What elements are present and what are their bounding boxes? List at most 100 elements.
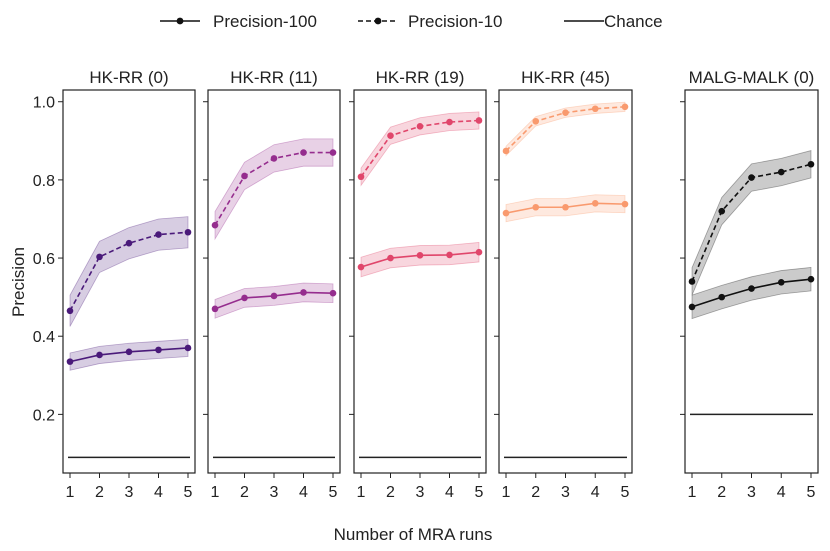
p10-point [748,174,755,181]
x-tick-label: 3 [125,484,134,501]
p100-point [357,263,365,271]
x-tick-label: 4 [591,484,600,501]
p10-point [446,118,453,126]
p100-point [532,203,540,211]
p10-point [777,168,785,176]
x-tick-label: 5 [621,484,630,501]
p100-point [416,252,424,259]
x-tick-label: 3 [270,484,279,501]
x-tick-label: 1 [502,484,511,501]
x-tick-label: 2 [386,484,395,501]
x-tick-label: 1 [66,484,75,501]
legend-marker [176,17,184,25]
p10-point [807,160,815,168]
p100-point [184,344,192,352]
x-tick-label: 4 [299,484,308,501]
p100-point [66,358,74,365]
p100-point [155,346,162,354]
x-tick-label: 4 [777,484,786,501]
x-tick-label: 4 [445,484,454,501]
p100-point [475,248,483,256]
x-tick-label: 5 [807,484,816,501]
legend-item: Chance [564,12,663,31]
p100-point [562,203,569,211]
p10-point [621,103,629,111]
p100-point [211,305,219,313]
x-tick-label: 3 [561,484,570,501]
x-tick-label: 2 [531,484,540,501]
x-tick-label: 5 [329,484,338,501]
p10-point [416,123,424,130]
x-tick-label: 4 [154,484,163,501]
p10-band [214,138,334,241]
p10-point [532,117,540,125]
p100-point [688,303,696,311]
p10-point [688,278,696,285]
p10-point [66,307,74,315]
panel-frame [353,89,487,474]
p100-point [270,292,278,300]
p100-point [329,289,337,297]
p10-point [329,149,337,156]
x-tick-label: 5 [184,484,193,501]
x-tick-label: 1 [357,484,366,501]
legend-label: Precision-100 [213,12,317,31]
p10-point [475,117,483,124]
p100-point [777,278,785,286]
panel-title: HK-RR (19) [376,68,465,87]
p10-point [591,105,599,113]
panel-title: HK-RR (11) [230,68,318,87]
x-axis-label: Number of MRA runs [334,525,493,544]
x-tick-label: 5 [475,484,484,501]
legend: Precision-100 Precision-10 Chance [160,12,663,31]
p100-band [360,241,480,278]
p10-point [357,173,365,181]
x-tick-label: 2 [95,484,104,501]
x-tick-label: 3 [747,484,756,501]
p100-point [621,200,629,208]
p10-point [300,149,307,156]
x-tick-label: 1 [688,484,697,501]
y-tick-label: 0.8 [33,173,55,190]
x-tick-label: 2 [717,484,726,501]
panel-title: MALG-MALK (0) [689,68,815,87]
p100-point [502,209,510,217]
p10-point [270,155,278,162]
p10-band [69,216,189,327]
p100-point [446,251,453,259]
p10-point [502,147,510,155]
p10-point [155,231,162,238]
legend-item: Precision-100 [160,12,317,31]
p10-band [360,111,480,187]
y-tick-label: 1.0 [33,95,55,112]
panel: HK-RR (45) 1 2 3 4 5 [494,68,633,501]
p10-point [125,239,133,247]
p10-point [241,172,248,180]
p100-point [718,293,726,301]
p10-line [69,231,189,312]
panel-title: HK-RR (45) [521,68,610,87]
p100-point [125,348,133,356]
p100-point [300,289,307,296]
p100-point [591,200,599,207]
y-tick-label: 0.6 [33,251,55,268]
p10-point [718,207,726,215]
y-tick-label: 0.2 [33,407,55,424]
panel: MALG-MALK (0) 1 2 3 4 5 [680,68,819,501]
p100-point [748,285,755,292]
p100-band [691,266,812,320]
x-tick-label: 3 [416,484,425,501]
x-tick-label: 2 [240,484,249,501]
panel: HK-RR (0) 0.2 0.4 0.6 0.8 1.0 1 2 3 4 5 [33,68,196,501]
panel: HK-RR (11) 1 2 3 4 5 [203,68,341,501]
panel-title: HK-RR (0) [89,68,168,87]
p10-point [184,228,192,236]
p10-point [562,109,569,116]
p100-point [241,294,248,302]
p10-point [211,221,219,229]
legend-label: Precision-10 [408,12,503,31]
panel-frame [498,89,633,474]
legend-item: Precision-10 [358,12,503,31]
x-tick-label: 1 [211,484,220,501]
